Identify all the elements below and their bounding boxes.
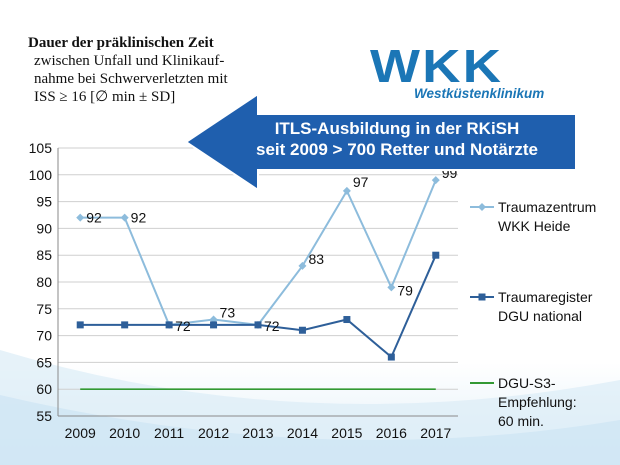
legend-label-1-1: DGU national [498, 308, 582, 324]
title-line-2: zwischen Unfall und Klinikauf- [34, 53, 225, 69]
banner-arrow [184, 92, 577, 192]
banner-line-2: seit 2009 > 700 Retter und Notärzte [255, 140, 539, 159]
legend-label-1-0: Traumaregister [498, 289, 593, 305]
point-dgu-2011 [165, 321, 173, 329]
y-tick-90: 90 [36, 220, 52, 236]
point-dgu-2014 [298, 326, 306, 334]
x-tick-2013: 2013 [242, 425, 273, 441]
point-dgu-2016 [387, 353, 395, 361]
point-dgu-2017 [432, 251, 440, 259]
y-tick-labels: 55 60 65 70 75 80 85 90 95 100 105 [29, 140, 53, 424]
legend: Traumazentrum WKK Heide Traumaregister DGU … [470, 199, 596, 429]
x-tick-2009: 2009 [65, 425, 96, 441]
point-wkk-2017 [431, 176, 440, 185]
logo-subtitle: Westküstenklinikum [414, 86, 545, 101]
y-tick-85: 85 [36, 247, 52, 263]
legend-label-0-0: Traumazentrum [498, 199, 596, 215]
series-line-1 [80, 254, 437, 359]
data-label-2015: 97 [353, 174, 369, 190]
arrow-shape [184, 92, 577, 192]
y-tick-100: 100 [29, 167, 53, 183]
point-wkk-2010 [120, 213, 129, 222]
point-wkk-2009 [76, 213, 85, 222]
point-dgu-2013 [254, 321, 262, 329]
legend-label-2-0: DGU-S3- [498, 375, 556, 391]
point-wkk-2016 [387, 283, 396, 292]
x-tick-2016: 2016 [376, 425, 407, 441]
y-tick-80: 80 [36, 274, 52, 290]
title-line-1: Dauer der präklinischen Zeit [28, 35, 214, 51]
y-tick-60: 60 [36, 381, 52, 397]
point-dgu-2015 [343, 316, 351, 324]
logo-mark: WKK [370, 40, 504, 92]
x-tick-2015: 2015 [331, 425, 362, 441]
y-tick-70: 70 [36, 328, 52, 344]
data-label-2013: 72 [264, 318, 280, 334]
point-wkk-2015 [342, 186, 351, 195]
x-tick-2014: 2014 [287, 425, 318, 441]
title-line-4: ISS ≥ 16 [∅ min ± SD] [34, 89, 176, 105]
x-tick-2012: 2012 [198, 425, 229, 441]
data-label-2011: 72 [175, 318, 191, 334]
y-tick-105: 105 [29, 140, 53, 156]
data-label-2010: 92 [131, 210, 147, 226]
legend-label-2-2: 60 min. [498, 413, 544, 429]
point-dgu-2009 [76, 321, 84, 329]
wkk-logo: WKK Westküstenklinikum [366, 40, 612, 104]
legend-label-0-1: WKK Heide [498, 218, 571, 234]
title-line-3: nahme bei Schwerverletzten mit [34, 71, 228, 87]
banner-line-1: ITLS-Ausbildung in der RKiSH [274, 119, 520, 138]
data-label-2014: 83 [308, 251, 324, 267]
point-dgu-2010 [121, 321, 129, 329]
y-tick-55: 55 [36, 408, 52, 424]
banner-text: ITLS-Ausbildung in der RKiSH seit 2009 >… [222, 118, 572, 160]
y-tick-65: 65 [36, 354, 52, 370]
legend-marker-1 [478, 293, 486, 301]
chart-title: Dauer der präklinischen Zeit zwischen Un… [28, 34, 268, 106]
data-label-2016: 79 [397, 282, 413, 298]
data-label-2012: 73 [220, 305, 236, 321]
series-lines [76, 176, 440, 391]
legend-marker-0 [478, 203, 486, 211]
point-dgu-2012 [210, 321, 218, 329]
x-tick-labels: 2009 2010 2011 2012 2013 2014 2015 2016 2017 [65, 425, 452, 441]
y-tick-95: 95 [36, 194, 52, 210]
axes [57, 148, 458, 417]
x-tick-2011: 2011 [154, 425, 184, 441]
x-tick-2017: 2017 [420, 425, 451, 441]
y-tick-75: 75 [36, 301, 52, 317]
legend-label-2-1: Empfehlung: [498, 394, 577, 410]
x-tick-2010: 2010 [109, 425, 140, 441]
point-wkk-2014 [298, 261, 307, 270]
data-label-2009: 92 [86, 210, 102, 226]
